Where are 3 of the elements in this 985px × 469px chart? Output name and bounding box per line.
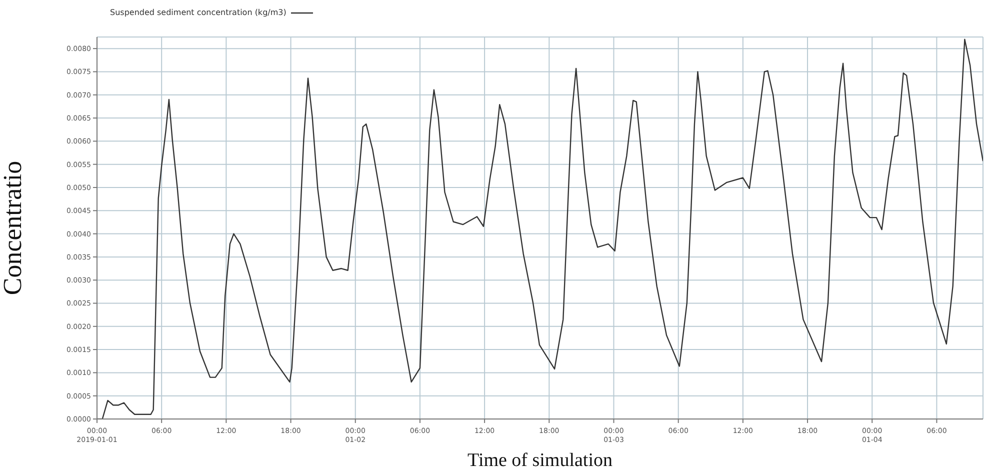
x-axis-title: Time of simulation — [468, 450, 613, 469]
y-axis-title: Concentratio — [0, 160, 28, 296]
legend-label: Suspended sediment concentration (kg/m3) — [110, 8, 286, 17]
